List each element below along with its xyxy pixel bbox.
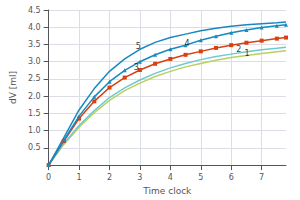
svg-text:2.5: 2.5 <box>28 74 41 83</box>
svg-text:1.5: 1.5 <box>28 109 41 118</box>
svg-text:6: 6 <box>229 173 234 182</box>
svg-text:4.5: 4.5 <box>28 6 41 15</box>
svg-text:5: 5 <box>136 42 141 51</box>
svg-text:1.0: 1.0 <box>28 126 41 135</box>
svg-text:0.5: 0.5 <box>28 143 41 152</box>
svg-text:3.5: 3.5 <box>28 40 41 49</box>
svg-text:1: 1 <box>244 49 249 58</box>
svg-text:dV [ml]: dV [ml] <box>8 71 18 104</box>
svg-text:3.0: 3.0 <box>28 57 41 66</box>
svg-text:2: 2 <box>107 173 112 182</box>
svg-text:1: 1 <box>77 173 82 182</box>
svg-text:Time clock: Time clock <box>142 186 192 196</box>
svg-text:5: 5 <box>198 173 203 182</box>
svg-text:4: 4 <box>168 173 173 182</box>
svg-text:2: 2 <box>236 45 241 54</box>
svg-text:4.0: 4.0 <box>28 23 41 32</box>
svg-text:3: 3 <box>137 173 142 182</box>
svg-text:2.0: 2.0 <box>28 92 41 101</box>
svg-text:0: 0 <box>46 173 51 182</box>
svg-text:3: 3 <box>134 63 139 72</box>
svg-text:7: 7 <box>259 173 264 182</box>
svg-text:4: 4 <box>185 39 190 48</box>
